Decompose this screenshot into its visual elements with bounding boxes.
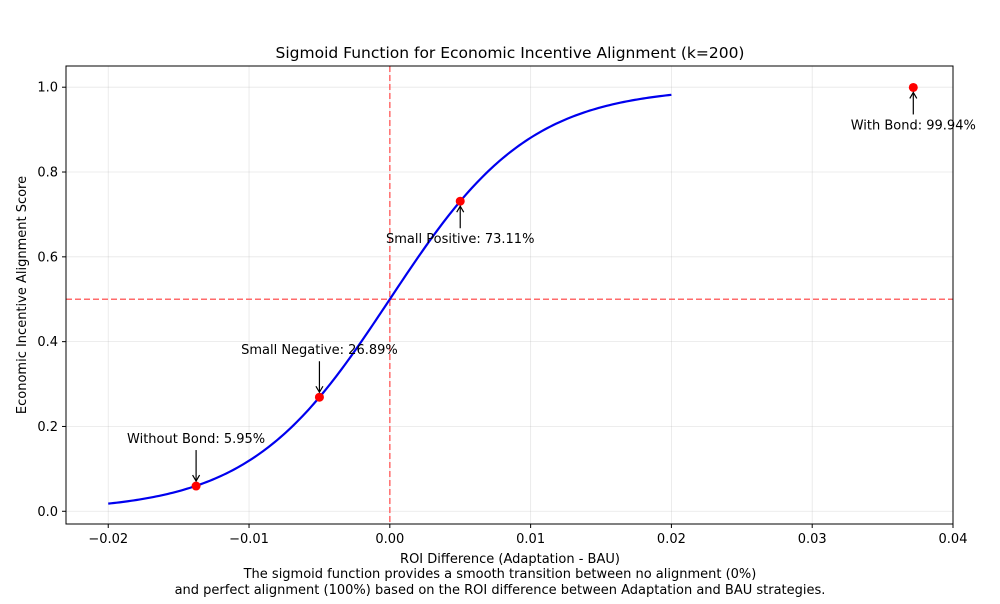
grid [66,66,954,524]
y-tick-label: 0.2 [37,420,58,435]
reference-lines [66,66,953,524]
x-tick-label: 0.03 [798,532,827,547]
y-axis-label: Economic Incentive Alignment Score [15,176,30,414]
y-tick-label: 0.4 [37,335,58,350]
y-axis-ticks: 0.0 0.2 0.4 0.6 0.8 1.0 [37,81,66,520]
annotation-arrow-head [315,385,324,394]
sigmoid-curve [108,93,672,505]
data-point [908,82,918,92]
caption-line-2: and perfect alignment (100%) based on th… [175,583,826,598]
annotations-group: Without Bond: 5.95% Small Negative: 26.89… [127,91,976,483]
points-group [191,82,918,491]
x-tick-label: 0.00 [375,532,404,547]
y-tick-label: 0.0 [37,505,58,520]
data-point [191,481,201,491]
x-tick-label: 0.02 [657,532,686,547]
annotation-arrow-head [909,91,918,99]
data-point [455,196,465,206]
series-group [108,93,672,505]
annotation-label: Small Positive: 73.11% [386,232,534,247]
annotation-arrow-head [192,474,201,483]
x-tick-label: 0.01 [516,532,545,547]
x-tick-label: −0.01 [229,532,269,547]
x-axis-label: ROI Difference (Adaptation - BAU) [400,552,620,567]
x-axis-ticks: −0.02 −0.01 0.00 0.01 0.02 0.03 0.04 [88,524,967,547]
annotation-arrow-head [456,205,465,213]
chart-title: Sigmoid Function for Economic Incentive … [276,44,745,62]
annotation-label: With Bond: 99.94% [851,118,976,133]
y-tick-label: 1.0 [37,81,58,96]
annotation-label: Without Bond: 5.95% [127,432,265,447]
y-tick-label: 0.8 [37,166,58,181]
annotation-label: Small Negative: 26.89% [241,343,398,358]
x-tick-label: −0.02 [88,532,128,547]
x-tick-label: 0.04 [939,532,968,547]
plot-frame [65,65,954,525]
caption-line-1: The sigmoid function provides a smooth t… [243,567,757,582]
y-tick-label: 0.6 [37,250,58,265]
data-point [314,392,324,402]
